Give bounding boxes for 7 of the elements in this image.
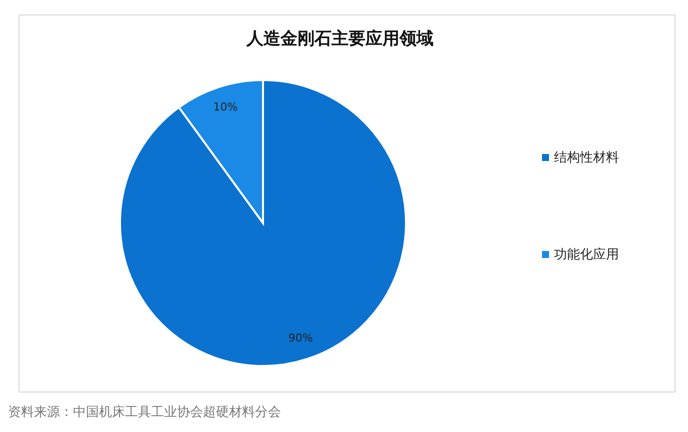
chart-title: 人造金刚石主要应用领域 [246, 29, 434, 49]
data-label: 90% [288, 332, 313, 345]
legend-label: 结构性材料 [554, 150, 619, 166]
data-label: 10% [213, 100, 238, 114]
pie-slice [119, 79, 407, 367]
text: 资料来源：中国机床工具工业协会超硬材料分会 [8, 405, 281, 420]
legend-label: 功能化应用 [554, 246, 619, 263]
